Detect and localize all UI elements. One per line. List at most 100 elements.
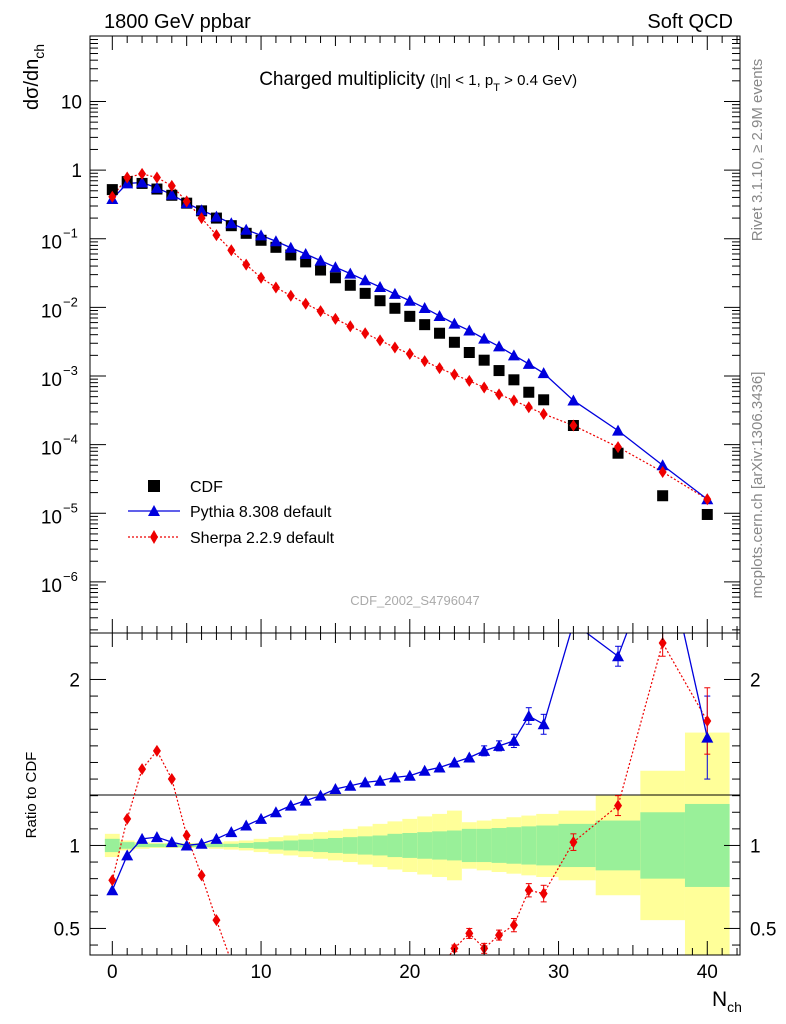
- sherpa-ratio-point: [242, 981, 250, 993]
- sherpa-point: [316, 305, 325, 318]
- sherpa-point: [331, 312, 340, 325]
- sherpa-point: [420, 355, 429, 368]
- x-tick-label: 10: [250, 962, 271, 983]
- pythia-line: [111, 181, 708, 500]
- sherpa-ratio-point: [257, 989, 265, 1001]
- pythia-ratio-point: [195, 837, 208, 849]
- pythia-point: [284, 241, 297, 253]
- sherpa-point: [450, 368, 459, 381]
- band-inner: [461, 828, 477, 863]
- pythia-point: [240, 223, 253, 235]
- sherpa-ratio-point: [108, 874, 117, 887]
- ratio-tick-label: 0.5: [54, 919, 80, 940]
- pythia-point: [374, 281, 387, 293]
- pythia-point: [537, 367, 550, 379]
- y-tick-label: 10: [41, 301, 62, 322]
- y-tick-exponent: −3: [63, 363, 78, 378]
- cdf-point: [612, 447, 624, 459]
- pythia-ratio-point: [284, 799, 297, 811]
- pythia-point: [299, 247, 312, 259]
- cdf-point: [419, 319, 431, 331]
- pythia-point: [359, 274, 372, 286]
- band-inner: [506, 827, 522, 864]
- sherpa-ratio-point: [227, 956, 235, 968]
- band-inner: [536, 825, 559, 866]
- pythia-point: [656, 459, 669, 471]
- cdf-point: [493, 365, 505, 377]
- cdf-point: [448, 336, 460, 348]
- pythia-ratio-point: [657, 532, 669, 543]
- pythia-ratio-point: [478, 744, 491, 756]
- pythia-ratio-point: [463, 751, 476, 763]
- cuts-subscript: T: [493, 82, 500, 94]
- sherpa-point: [376, 334, 385, 347]
- band-inner: [387, 833, 403, 858]
- cdf-point: [434, 327, 446, 339]
- pythia-point: [329, 261, 342, 273]
- sherpa-point: [286, 289, 295, 302]
- rivet-label: Rivet 3.1.10, ≥ 2.9M events: [749, 59, 766, 242]
- sherpa-point: [138, 167, 147, 180]
- pythia-ratio-point: [210, 832, 223, 844]
- band-inner: [558, 823, 596, 868]
- chart-title-main: Charged multiplicity: [259, 69, 425, 90]
- cdf-point: [315, 264, 327, 276]
- sherpa-point: [152, 171, 161, 184]
- sherpa-ratio-point: [272, 989, 280, 1001]
- band-inner: [104, 838, 120, 853]
- energy-label: 1800 GeV ppbar: [104, 11, 251, 33]
- y-tick-exponent: −2: [63, 294, 78, 309]
- sherpa-ratio-point: [539, 887, 548, 900]
- legend: CDF Pythia 8.308 default Sherpa 2.2.9 de…: [128, 479, 335, 547]
- y-tick-label: 10: [41, 370, 62, 391]
- pythia-point: [225, 217, 238, 229]
- pythia-ratio-point: [433, 761, 446, 773]
- sherpa-ratio-point: [287, 989, 295, 1001]
- pythia-ratio-point: [299, 794, 312, 806]
- sherpa-ratio-point: [197, 869, 206, 882]
- pythia-point: [255, 229, 268, 241]
- sherpa-point: [509, 394, 518, 407]
- pythia-ratio-point: [537, 718, 550, 730]
- pythia-point: [165, 188, 178, 200]
- y-tick-label: 10: [41, 507, 62, 528]
- ratio-panel-frame: [89, 632, 741, 956]
- band-inner: [357, 836, 373, 855]
- main-panel-series: [106, 167, 714, 520]
- sherpa-point: [346, 320, 355, 333]
- legend-marker-diamond: [150, 530, 158, 544]
- pythia-point: [522, 357, 535, 369]
- pythia-ratio-point: [403, 769, 416, 781]
- sherpa-point: [301, 297, 310, 310]
- sherpa-ratio-point: [524, 884, 533, 897]
- cdf-point: [389, 302, 401, 314]
- sherpa-point: [614, 441, 623, 454]
- pythia-ratio-point: [374, 774, 387, 786]
- sherpa-ratio-point: [391, 989, 399, 1001]
- pythia-ratio-point: [493, 739, 506, 751]
- legend-item-cdf: CDF: [148, 479, 223, 496]
- sherpa-point: [271, 281, 280, 294]
- pythia-ratio-point: [359, 776, 372, 788]
- sherpa-point: [108, 190, 117, 203]
- pythia-point: [195, 204, 208, 216]
- sherpa-point: [390, 341, 399, 354]
- pythia-ratio-point: [612, 650, 625, 662]
- band-inner: [327, 837, 343, 853]
- pythia-ratio-point: [180, 839, 193, 851]
- cdf-point: [404, 310, 416, 322]
- pythia-point: [403, 294, 416, 306]
- pythia-point: [478, 332, 491, 344]
- band-inner: [432, 831, 447, 860]
- pythia-ratio-point: [150, 831, 163, 843]
- y-tick-exponent: −6: [63, 569, 78, 584]
- y-tick-label: 10: [41, 233, 62, 254]
- ratio-tick-label: 1: [750, 836, 761, 857]
- cdf-point: [329, 272, 341, 284]
- sherpa-ratio-point: [346, 989, 354, 1001]
- sherpa-point: [539, 407, 548, 420]
- pythia-ratio-point: [418, 764, 431, 776]
- pythia-point: [136, 176, 149, 188]
- sherpa-ratio-point: [703, 714, 712, 727]
- pythia-ratio-point: [255, 812, 268, 824]
